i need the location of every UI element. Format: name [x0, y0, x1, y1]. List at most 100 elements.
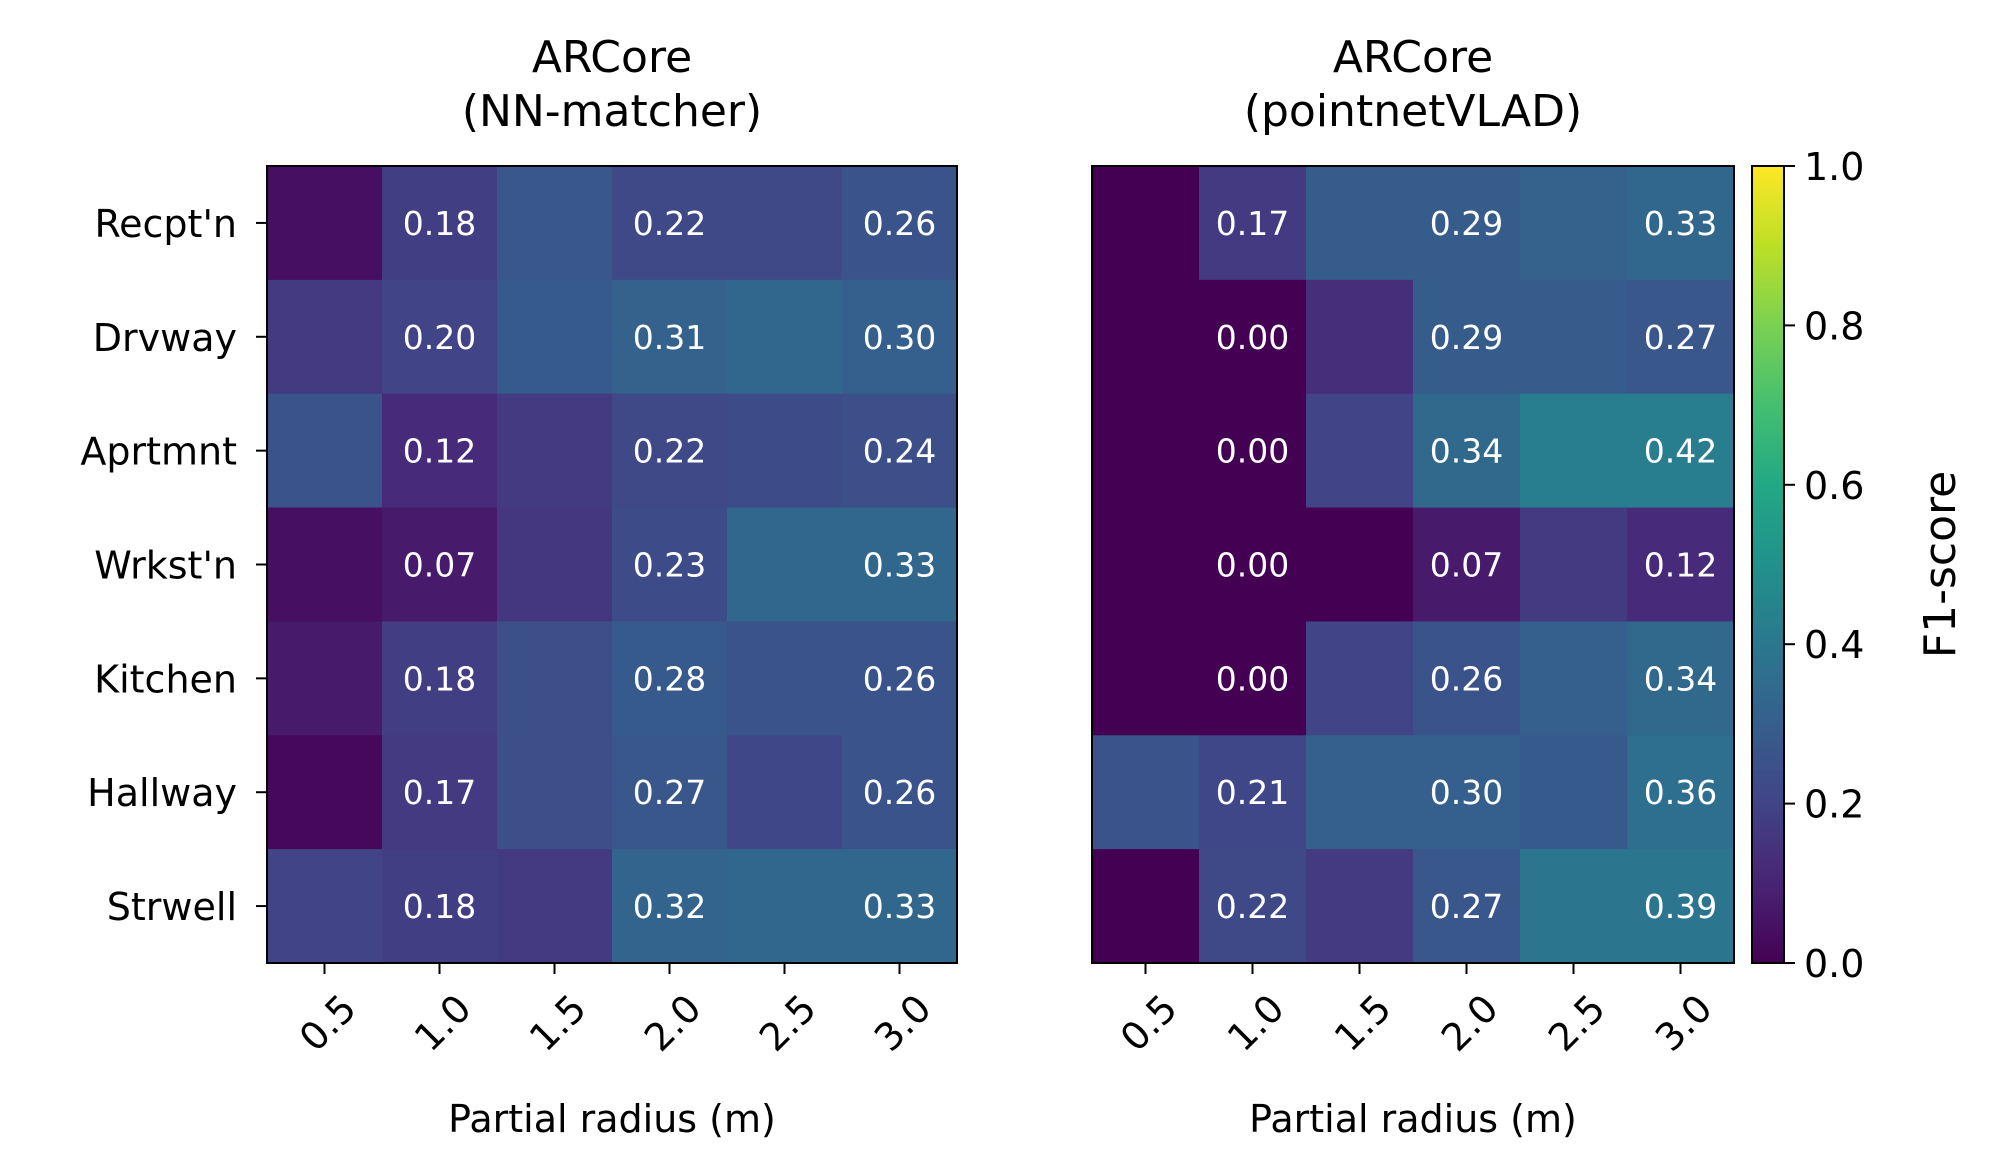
- cell-value-label: 0.17: [1216, 204, 1289, 243]
- y-tick-label: Wrkst'n: [94, 544, 237, 588]
- cell-value-label: 0.36: [1644, 773, 1717, 812]
- heatmap-cell-aprtmnt-0-5: [267, 393, 383, 509]
- cell-value-label: 0.27: [633, 773, 706, 812]
- heatmap-cell-hallway-3-0: [1627, 735, 1735, 850]
- heatmap-cell-recpt-n-3-0: [1627, 166, 1735, 281]
- heatmap-cell-kitchen-1-5: [1306, 621, 1414, 736]
- y-tick-label: Strwell: [107, 885, 237, 929]
- heatmap-cell-aprtmnt-1-0: [382, 393, 498, 509]
- cell-value-label: 0.27: [1644, 318, 1717, 357]
- heatmap-cell-wrkst-n-1-5: [1306, 507, 1414, 623]
- heatmap-cell-kitchen-3-0: [1627, 621, 1735, 736]
- heatmap-cell-strwell-2-5: [1520, 849, 1628, 964]
- heatmap-cell-kitchen-2-0: [1413, 621, 1521, 736]
- cell-value-label: 0.31: [633, 318, 706, 357]
- heatmap-cells: 0.18 0.22 0.26 0.20 0.31 0.30 0.12 0.22 0.24 0.07…: [267, 166, 958, 964]
- heatmap-cell-wrkst-n-1-0: [1199, 507, 1307, 623]
- x-tick-label: 2.0: [1433, 986, 1507, 1060]
- heatmap-cell-drvway-1-0: [382, 279, 498, 395]
- heatmap-cell-aprtmnt-0-5: [1092, 393, 1200, 509]
- heatmap-cell-hallway-2-5: [1520, 735, 1628, 850]
- heatmap-cell-aprtmnt-2-5: [727, 393, 843, 509]
- heatmap-cell-recpt-n-1-5: [1306, 166, 1414, 281]
- heatmap-cell-kitchen-3-0: [842, 621, 958, 736]
- heatmap-cell-drvway-2-5: [727, 279, 843, 395]
- cell-value-label: 0.29: [1430, 318, 1503, 357]
- x-tick-label: 1.5: [521, 986, 595, 1060]
- cell-value-label: 0.18: [403, 204, 476, 243]
- heatmap-cell-wrkst-n-3-0: [842, 507, 958, 623]
- heatmap-cell-strwell-3-0: [1627, 849, 1735, 964]
- cell-value-label: 0.18: [403, 887, 476, 926]
- colorbar-tick-label: 0.8: [1804, 304, 1864, 348]
- chart-title-line: (pointnetVLAD): [1244, 86, 1582, 137]
- heatmap-cells: 0.17 0.29 0.33 0.00 0.29 0.27 0.00 0.34 0.42 0.00…: [1092, 166, 1735, 964]
- heatmap-cell-hallway-2-5: [727, 735, 843, 850]
- x-tick-label: 1.5: [1326, 986, 1400, 1060]
- chart-title-pointnetvlad: ARCore (pointnetVLAD): [1244, 32, 1582, 137]
- chart-title-line: ARCore: [532, 32, 692, 83]
- heatmap-cell-strwell-2-0: [1413, 849, 1521, 964]
- x-tick-label: 2.5: [751, 986, 825, 1060]
- heatmap-cell-hallway-1-0: [382, 735, 498, 850]
- cell-value-label: 0.30: [863, 318, 936, 357]
- cell-value-label: 0.26: [863, 773, 936, 812]
- cell-value-label: 0.33: [863, 887, 936, 926]
- heatmap-cell-drvway-2-5: [1520, 279, 1628, 395]
- heatmap-cell-recpt-n-1-0: [1199, 166, 1307, 281]
- heatmap-cell-aprtmnt-2-5: [1520, 393, 1628, 509]
- heatmap-cell-hallway-0-5: [267, 735, 383, 850]
- heatmap-cell-drvway-3-0: [1627, 279, 1735, 395]
- y-tick-label: Recpt'n: [94, 202, 237, 246]
- heatmap-cell-kitchen-1-0: [1199, 621, 1307, 736]
- colorbar-label: F1-score: [1915, 471, 1966, 658]
- cell-value-label: 0.00: [1216, 432, 1289, 471]
- heatmap-cell-recpt-n-2-0: [612, 166, 728, 281]
- heatmap-cell-recpt-n-2-5: [1520, 166, 1628, 281]
- cell-value-label: 0.21: [1216, 773, 1289, 812]
- heatmap-cell-aprtmnt-2-0: [1413, 393, 1521, 509]
- heatmap-cell-drvway-0-5: [267, 279, 383, 395]
- heatmap-cell-wrkst-n-1-5: [497, 507, 613, 623]
- heatmap-cell-aprtmnt-3-0: [842, 393, 958, 509]
- heatmap-cell-aprtmnt-1-5: [497, 393, 613, 509]
- heatmap-cell-wrkst-n-0-5: [1092, 507, 1200, 623]
- heatmap-cell-hallway-1-5: [497, 735, 613, 850]
- cell-value-label: 0.42: [1644, 432, 1717, 471]
- heatmap-cell-aprtmnt-2-0: [612, 393, 728, 509]
- heatmap-cell-strwell-2-5: [727, 849, 843, 964]
- cell-value-label: 0.34: [1644, 659, 1717, 698]
- heatmap-cell-wrkst-n-2-0: [1413, 507, 1521, 623]
- heatmap-cell-wrkst-n-1-0: [382, 507, 498, 623]
- colorbar-tick-label: 1.0: [1804, 145, 1864, 189]
- heatmap-cell-drvway-2-0: [1413, 279, 1521, 395]
- heatmap-cell-drvway-3-0: [842, 279, 958, 395]
- heatmap-cell-drvway-1-0: [1199, 279, 1307, 395]
- colorbar-tick-label: 0.0: [1804, 942, 1864, 986]
- y-tick-label: Hallway: [87, 771, 237, 815]
- heatmap-cell-kitchen-2-5: [727, 621, 843, 736]
- cell-value-label: 0.12: [403, 432, 476, 471]
- cell-value-label: 0.17: [403, 773, 476, 812]
- chart-title-line: ARCore: [1333, 32, 1493, 83]
- y-tick-label: Drvway: [93, 316, 237, 360]
- cell-value-label: 0.26: [863, 659, 936, 698]
- cell-value-label: 0.33: [1644, 204, 1717, 243]
- x-tick-label: 1.0: [406, 986, 480, 1060]
- cell-value-label: 0.00: [1216, 546, 1289, 585]
- colorbar-tick-label: 0.6: [1804, 464, 1864, 508]
- heatmap-cell-wrkst-n-2-5: [1520, 507, 1628, 623]
- heatmap-panel-pointnetvlad: ARCore (pointnetVLAD) 0.17 0.29 0.33 0.00 0.2…: [1091, 32, 1735, 1141]
- colorbar-tick-label: 0.2: [1804, 783, 1864, 827]
- cell-value-label: 0.39: [1644, 887, 1717, 926]
- x-tick-label: 0.5: [1112, 986, 1186, 1060]
- cell-value-label: 0.22: [633, 432, 706, 471]
- x-axis-ticks: 0.5 1.0 1.5 2.0 2.5 3.0: [1112, 963, 1721, 1060]
- colorbar: 0.0 0.2 0.4 0.6 0.8 1.0 F1-score: [1751, 145, 1966, 986]
- heatmap-cell-recpt-n-2-5: [727, 166, 843, 281]
- chart-title-line: (NN-matcher): [462, 86, 762, 137]
- heatmap-cell-hallway-1-0: [1199, 735, 1307, 850]
- y-tick-label: Kitchen: [94, 657, 237, 701]
- cell-value-label: 0.07: [1430, 546, 1503, 585]
- heatmap-cell-drvway-1-5: [1306, 279, 1414, 395]
